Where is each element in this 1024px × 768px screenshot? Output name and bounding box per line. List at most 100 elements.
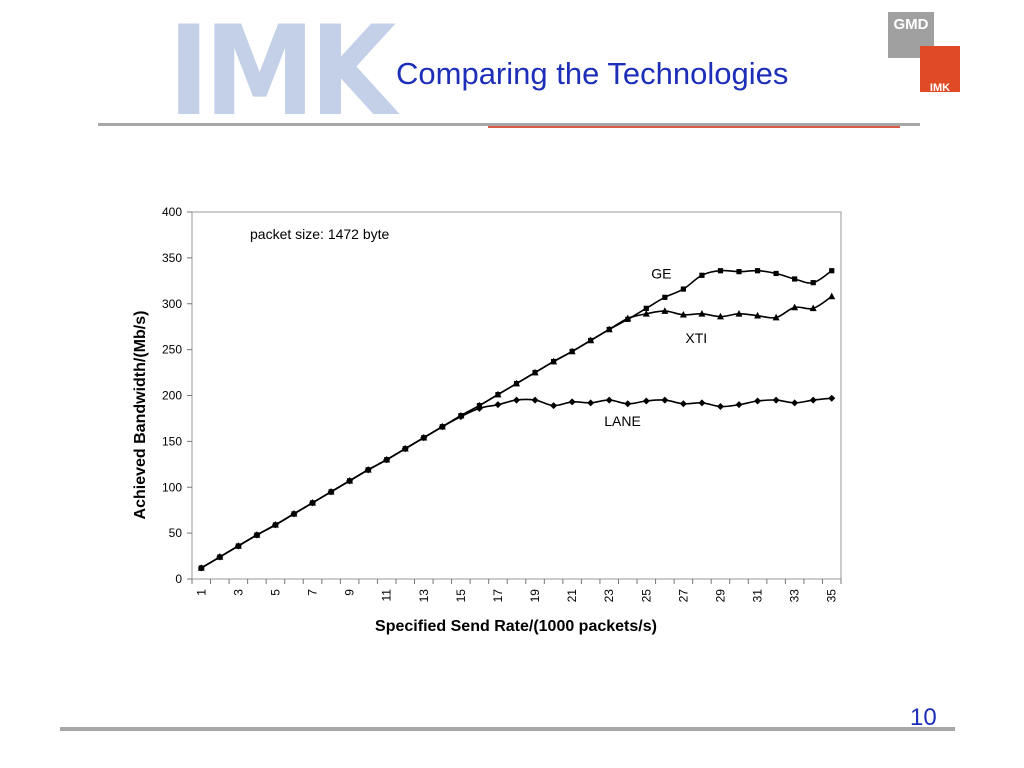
- ge-point: [810, 280, 816, 286]
- lane-point: [568, 398, 576, 406]
- xti-point: [698, 310, 706, 317]
- title-accent-line: [488, 126, 900, 128]
- series-lane: LANE: [197, 394, 836, 572]
- x-tick-label: 33: [788, 589, 802, 603]
- xti-point: [605, 325, 613, 333]
- xti-point: [679, 310, 687, 318]
- lane-point: [624, 400, 632, 408]
- x-tick-label: 5: [268, 589, 282, 596]
- xti-point: [642, 310, 650, 317]
- lane-point: [605, 396, 613, 404]
- lane-point: [754, 397, 762, 405]
- lane-point: [234, 542, 242, 550]
- ge-point: [829, 268, 835, 274]
- x-tick-label: 21: [565, 589, 579, 603]
- lane-point: [513, 396, 520, 404]
- ge-point: [754, 268, 761, 274]
- title-divider: [98, 123, 920, 126]
- x-tick-label: 11: [380, 589, 394, 602]
- x-tick-label: 15: [454, 589, 468, 603]
- y-tick-label: 350: [162, 251, 182, 265]
- lane-point: [309, 499, 317, 507]
- y-tick-label: 0: [175, 572, 182, 586]
- x-tick-label: 29: [713, 589, 727, 603]
- ge-point: [736, 269, 742, 275]
- gmd-logo-red-block: IMK: [920, 46, 960, 94]
- xti-point: [754, 311, 762, 319]
- ge-point: [773, 270, 779, 277]
- lane-point: [698, 399, 706, 407]
- xti-point: [568, 347, 576, 355]
- lane-point: [327, 488, 335, 496]
- xti-point: [735, 310, 743, 317]
- xti-point: [624, 314, 632, 322]
- ge-point: [643, 305, 649, 311]
- y-tick-label: 50: [169, 526, 183, 540]
- xti-point: [809, 304, 817, 312]
- lane-point: [772, 396, 780, 404]
- lane-point: [420, 434, 428, 442]
- plot-area: [191, 211, 842, 580]
- x-tick-label: 27: [676, 589, 690, 603]
- x-tick-label: 25: [639, 589, 653, 603]
- lane-point: [791, 399, 799, 407]
- x-tick-label: 1: [194, 589, 208, 596]
- x-tick-label: 19: [528, 589, 542, 603]
- x-tick-label: 17: [491, 589, 505, 603]
- lane-point: [253, 531, 261, 539]
- lane-point: [828, 394, 836, 402]
- lane-point: [531, 396, 539, 404]
- lane-point: [716, 403, 724, 411]
- x-axis-title: Specified Send Rate/(1000 packets/s): [375, 618, 657, 635]
- lane-point: [475, 404, 483, 412]
- x-tick-label: 23: [602, 589, 616, 603]
- y-axis-title: Achieved Bandwidth/(Mb/s): [132, 311, 149, 520]
- xti-point: [531, 368, 539, 376]
- xti-point: [587, 336, 595, 344]
- xti-point: [513, 379, 520, 387]
- xti-point: [661, 307, 669, 314]
- lane-point: [679, 400, 687, 408]
- ge-point: [662, 294, 668, 300]
- y-tick-label: 150: [162, 434, 182, 448]
- y-tick-label: 100: [162, 480, 182, 494]
- ge-point: [680, 286, 686, 292]
- ge-point: [717, 268, 724, 274]
- lane-point: [550, 402, 558, 410]
- xti-point: [550, 357, 558, 365]
- page-number: 10: [910, 704, 937, 731]
- y-tick-label: 400: [162, 205, 182, 219]
- lane-point: [271, 521, 279, 529]
- xti-point: [828, 292, 836, 300]
- lane-label: LANE: [604, 413, 641, 429]
- lane-point: [197, 564, 205, 572]
- xti-point: [494, 390, 502, 398]
- lane-point: [494, 401, 502, 409]
- gmd-logo: GMD IMK: [888, 12, 962, 94]
- lane-point: [735, 401, 743, 409]
- x-tick-label: 3: [231, 589, 245, 596]
- lane-point: [457, 413, 465, 421]
- lane-point: [661, 396, 669, 404]
- series-layer: GE XTI LANE: [197, 265, 836, 572]
- footer-divider: [60, 727, 955, 731]
- lane-point: [401, 445, 409, 453]
- y-axis: 0 50 100 150 200 250 300 350 400: [162, 205, 192, 586]
- lane-point: [290, 510, 298, 518]
- x-tick-label: 35: [825, 589, 839, 603]
- lane-point: [364, 466, 372, 474]
- ge-label: GE: [651, 265, 671, 281]
- y-tick-label: 300: [162, 297, 182, 311]
- xti-label: XTI: [685, 330, 707, 346]
- lane-point: [809, 396, 817, 404]
- lane-point: [587, 399, 595, 407]
- ge-point: [699, 272, 705, 278]
- xti-point: [716, 312, 724, 320]
- y-tick-label: 250: [162, 343, 182, 357]
- xti-point: [772, 313, 780, 321]
- ge-point: [792, 276, 798, 282]
- lane-point: [642, 397, 650, 405]
- packet-size-annotation: packet size: 1472 byte: [250, 226, 390, 242]
- x-axis: 1 3 5 7 9 11 13 15 17 19 21 23 25 27 29 31 33 35: [191, 579, 842, 603]
